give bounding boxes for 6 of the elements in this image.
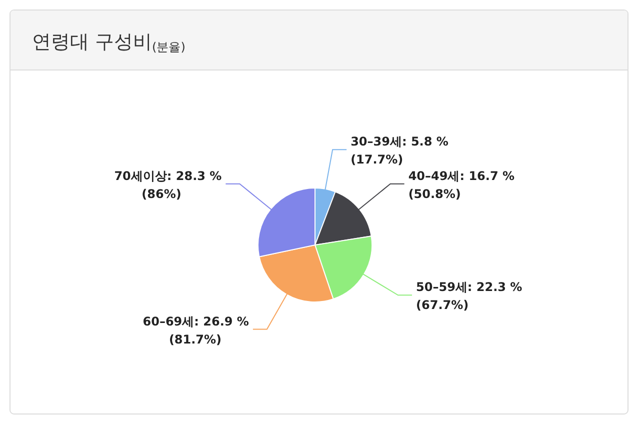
slice-label: 50–59세: 22.3 % (67.7%) — [416, 280, 522, 312]
slice-label: 70세이상: 28.3 % (86%) — [114, 168, 222, 201]
slice-label: 60–69세: 26.9 % (81.7%) — [142, 314, 249, 346]
slice-label: 30–39세: 5.8 % (17.7%) — [350, 134, 448, 167]
slice-label: 40–49세: 16.7 % (50.8%) — [408, 168, 515, 201]
chart-title: 연령대 구성비$_{(분율)}$ — [32, 31, 186, 54]
